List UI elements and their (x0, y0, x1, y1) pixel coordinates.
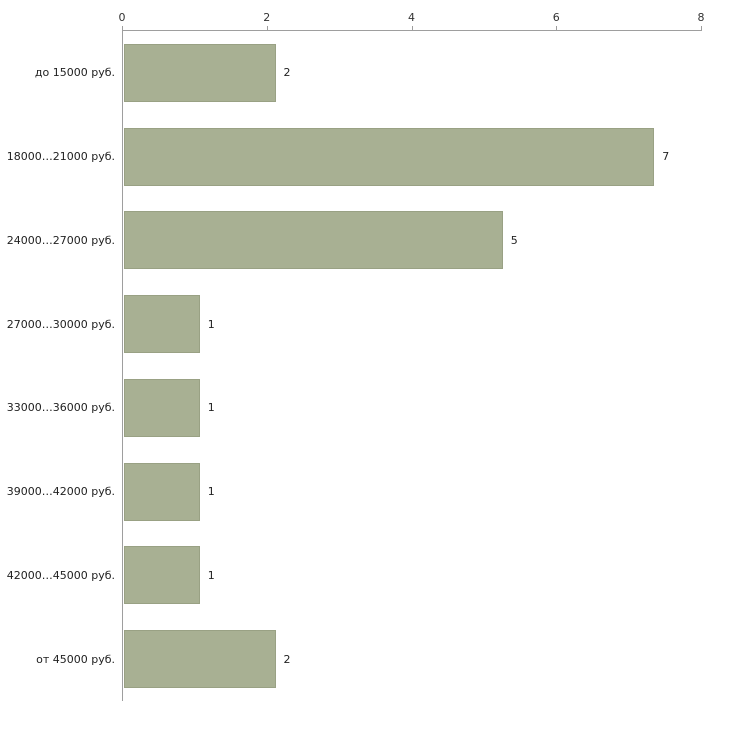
bar (124, 462, 200, 521)
bar-area: 2 (123, 617, 730, 701)
bar (124, 127, 655, 186)
value-label: 1 (207, 401, 215, 415)
category-label: 24000…27000 руб. (6, 233, 115, 247)
category-label: 39000…42000 руб. (6, 485, 115, 499)
chart-row: 33000…36000 руб. 1 (0, 366, 730, 450)
value-label: 1 (207, 485, 215, 499)
x-tick-label: 4 (408, 11, 415, 24)
chart-row: 27000…30000 руб. 1 (0, 282, 730, 366)
x-tick-label: 2 (263, 11, 271, 24)
chart-row: 39000…42000 руб. 1 (0, 450, 730, 534)
x-tick-label: 8 (697, 11, 705, 24)
bar-area: 1 (123, 450, 730, 534)
x-tick (701, 26, 702, 31)
x-tick (122, 26, 123, 31)
x-tick (266, 26, 268, 31)
bar-area: 5 (123, 199, 730, 283)
x-tick (411, 26, 413, 31)
category-label: 42000…45000 руб. (6, 568, 115, 582)
chart-rows: до 15000 руб. 2 18000…21000 руб. 7 24000… (0, 31, 730, 701)
chart-row: от 45000 руб. 2 (0, 617, 730, 701)
value-label: 2 (283, 652, 291, 666)
bar-area: 1 (123, 282, 730, 366)
category-label: от 45000 руб. (36, 652, 115, 666)
bar (124, 211, 503, 270)
chart-row: 18000…21000 руб. 7 (0, 115, 730, 199)
value-label: 1 (207, 317, 215, 331)
bar (124, 378, 200, 437)
value-label: 5 (510, 233, 518, 247)
category-label: 18000…21000 руб. (6, 150, 115, 164)
bar (124, 546, 200, 605)
bar-area: 1 (123, 534, 730, 618)
value-label: 2 (283, 66, 291, 80)
bar (124, 295, 200, 354)
chart-row: до 15000 руб. 2 (0, 31, 730, 115)
chart-row: 24000…27000 руб. 5 (0, 199, 730, 283)
bar (124, 630, 276, 689)
x-tick-label: 0 (118, 11, 126, 24)
bar-area: 1 (123, 366, 730, 450)
x-tick (556, 26, 558, 31)
category-label: 27000…30000 руб. (6, 317, 115, 331)
category-label: 33000…36000 руб. (6, 401, 115, 415)
bar-area: 7 (123, 115, 730, 199)
bar-area: 2 (123, 31, 730, 115)
chart-row: 42000…45000 руб. 1 (0, 534, 730, 618)
value-label: 7 (662, 150, 670, 164)
value-label: 1 (207, 568, 215, 582)
bar (124, 43, 276, 102)
y-axis-line (122, 30, 123, 701)
category-label: до 15000 руб. (34, 66, 115, 80)
x-tick-label: 6 (552, 11, 560, 24)
